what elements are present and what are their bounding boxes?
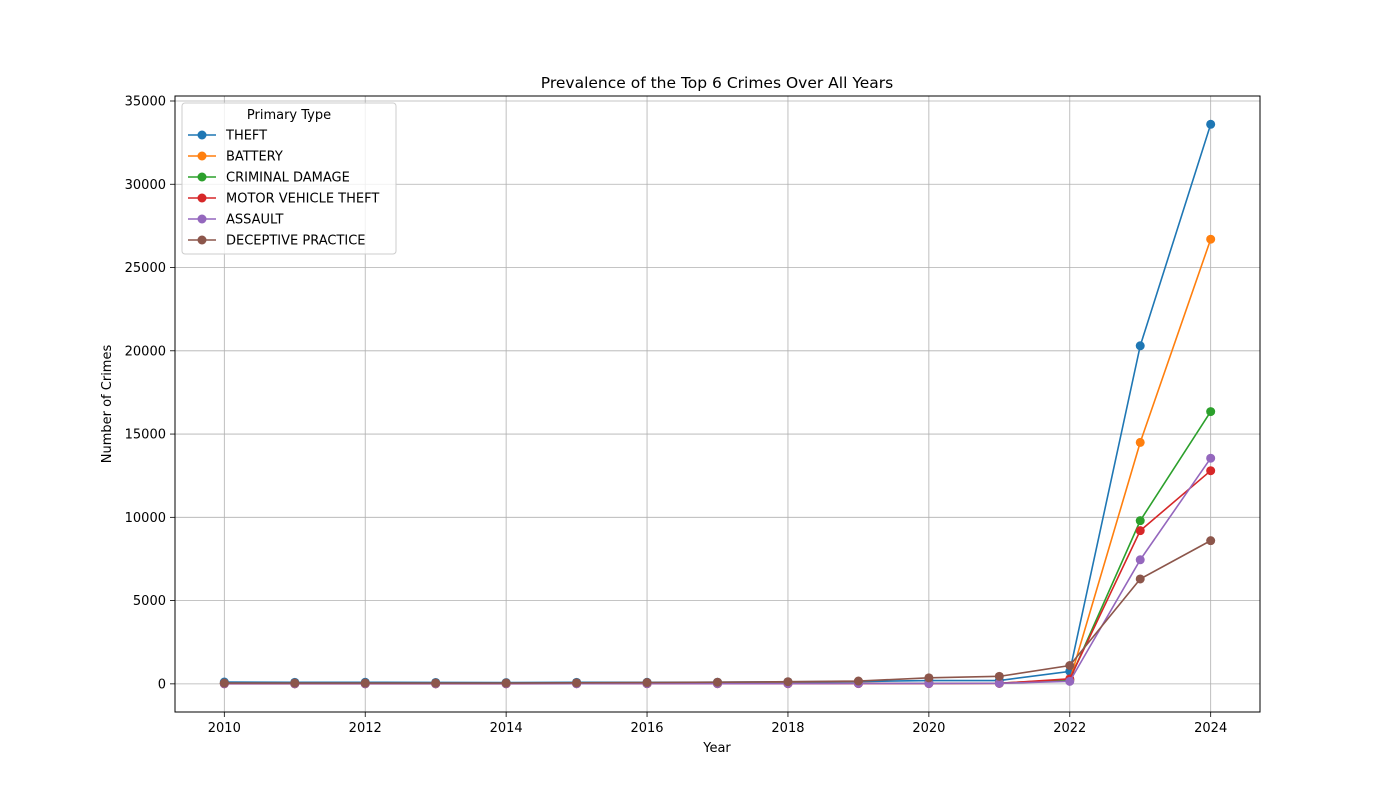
data-point-deceptive-practice bbox=[572, 678, 582, 688]
y-axis-ticks: 0 5000 10000 15000 20000 25000 30000 35000 bbox=[125, 94, 175, 692]
data-point-deceptive-practice bbox=[1065, 661, 1075, 671]
legend-item-assault: ASSAULT bbox=[188, 213, 283, 228]
legend-label: BATTERY bbox=[226, 150, 283, 165]
x-tick-label: 2024 bbox=[1194, 721, 1227, 736]
data-point-deceptive-practice bbox=[642, 678, 652, 688]
legend-item-battery: BATTERY bbox=[188, 150, 283, 165]
legend-label: ASSAULT bbox=[226, 213, 283, 228]
data-point-deceptive-practice bbox=[994, 671, 1004, 681]
legend-label: MOTOR VEHICLE THEFT bbox=[226, 192, 379, 207]
legend-label: THEFT bbox=[225, 129, 267, 144]
y-tick-label: 20000 bbox=[125, 344, 166, 359]
legend-swatch-marker bbox=[197, 235, 207, 245]
legend-swatch-marker bbox=[197, 130, 207, 140]
data-point-deceptive-practice bbox=[783, 677, 793, 687]
y-tick-label: 5000 bbox=[133, 594, 166, 609]
y-axis-title: Number of Crimes bbox=[100, 345, 115, 464]
series-battery bbox=[219, 234, 1216, 689]
legend-label: CRIMINAL DAMAGE bbox=[226, 171, 350, 186]
x-axis-title: Year bbox=[702, 741, 731, 756]
legend-swatch-marker bbox=[197, 151, 207, 161]
x-tick-label: 2018 bbox=[771, 721, 804, 736]
legend-swatch-marker bbox=[197, 214, 207, 224]
y-tick-label: 35000 bbox=[125, 94, 166, 109]
data-point-deceptive-practice bbox=[1135, 574, 1145, 584]
series-line-battery bbox=[224, 238, 1212, 685]
data-point-theft bbox=[1206, 119, 1216, 129]
y-tick-label: 30000 bbox=[125, 178, 166, 193]
data-point-motor-vehicle-theft bbox=[1135, 526, 1145, 536]
legend-swatch-marker bbox=[197, 193, 207, 203]
data-point-assault bbox=[1135, 555, 1145, 565]
x-tick-label: 2010 bbox=[208, 721, 241, 736]
legend-item-deceptive-practice: DECEPTIVE PRACTICE bbox=[188, 234, 366, 249]
legend-items: THEFT BATTERY CRIMINAL DAMAGE MOTOR VEHICLE… bbox=[188, 129, 379, 249]
data-point-deceptive-practice bbox=[360, 678, 370, 688]
x-tick-label: 2012 bbox=[349, 721, 382, 736]
y-tick-label: 10000 bbox=[125, 511, 166, 526]
data-point-battery bbox=[1206, 234, 1216, 244]
data-point-deceptive-practice bbox=[501, 678, 511, 688]
x-axis-ticks: 2010 2012 2014 2016 2018 2020 2022 2024 bbox=[208, 712, 1227, 736]
legend-swatch-marker bbox=[197, 172, 207, 182]
x-tick-label: 2016 bbox=[630, 721, 663, 736]
data-point-battery bbox=[1135, 437, 1145, 447]
data-point-assault bbox=[1065, 676, 1075, 686]
series-criminal-damage bbox=[219, 407, 1216, 689]
series-line-motor-vehicle-theft bbox=[224, 470, 1212, 685]
data-point-assault bbox=[1206, 453, 1216, 463]
data-point-deceptive-practice bbox=[290, 678, 300, 688]
data-point-motor-vehicle-theft bbox=[1206, 466, 1216, 476]
series-assault bbox=[219, 453, 1216, 689]
plot-frame bbox=[174, 95, 1261, 713]
series-lines bbox=[219, 119, 1216, 689]
data-point-deceptive-practice bbox=[1206, 536, 1216, 546]
data-point-theft bbox=[1135, 341, 1145, 351]
x-tick-label: 2022 bbox=[1053, 721, 1086, 736]
x-tick-label: 2020 bbox=[912, 721, 945, 736]
data-point-criminal-damage bbox=[1135, 516, 1145, 526]
y-tick-label: 25000 bbox=[125, 261, 166, 276]
legend-item-motor-vehicle-theft: MOTOR VEHICLE THEFT bbox=[188, 192, 379, 207]
series-motor-vehicle-theft bbox=[219, 466, 1216, 689]
series-line-assault bbox=[224, 457, 1212, 685]
y-tick-label: 15000 bbox=[125, 428, 166, 443]
x-tick-label: 2014 bbox=[490, 721, 523, 736]
chart-title: Prevalence of the Top 6 Crimes Over All … bbox=[541, 74, 893, 92]
data-point-deceptive-practice bbox=[431, 678, 441, 688]
data-point-deceptive-practice bbox=[924, 673, 934, 683]
data-point-deceptive-practice bbox=[219, 678, 229, 688]
y-tick-label: 0 bbox=[158, 677, 166, 692]
data-point-criminal-damage bbox=[1206, 407, 1216, 417]
series-deceptive-practice bbox=[219, 536, 1216, 688]
data-point-assault bbox=[994, 678, 1004, 688]
series-line-deceptive-practice bbox=[224, 539, 1212, 684]
data-point-deceptive-practice bbox=[853, 676, 863, 686]
legend-title: Primary Type bbox=[247, 108, 331, 123]
legend-item-criminal-damage: CRIMINAL DAMAGE bbox=[188, 171, 350, 186]
data-point-deceptive-practice bbox=[713, 677, 722, 687]
legend: Primary Type THEFT BATTERY CRIMINAL DAMAGE… bbox=[181, 102, 397, 255]
series-line-criminal-damage bbox=[224, 411, 1212, 685]
legend-box bbox=[181, 102, 397, 255]
legend-item-theft: THEFT bbox=[188, 129, 267, 144]
legend-label: DECEPTIVE PRACTICE bbox=[226, 234, 366, 249]
grid-lines bbox=[175, 96, 1260, 712]
